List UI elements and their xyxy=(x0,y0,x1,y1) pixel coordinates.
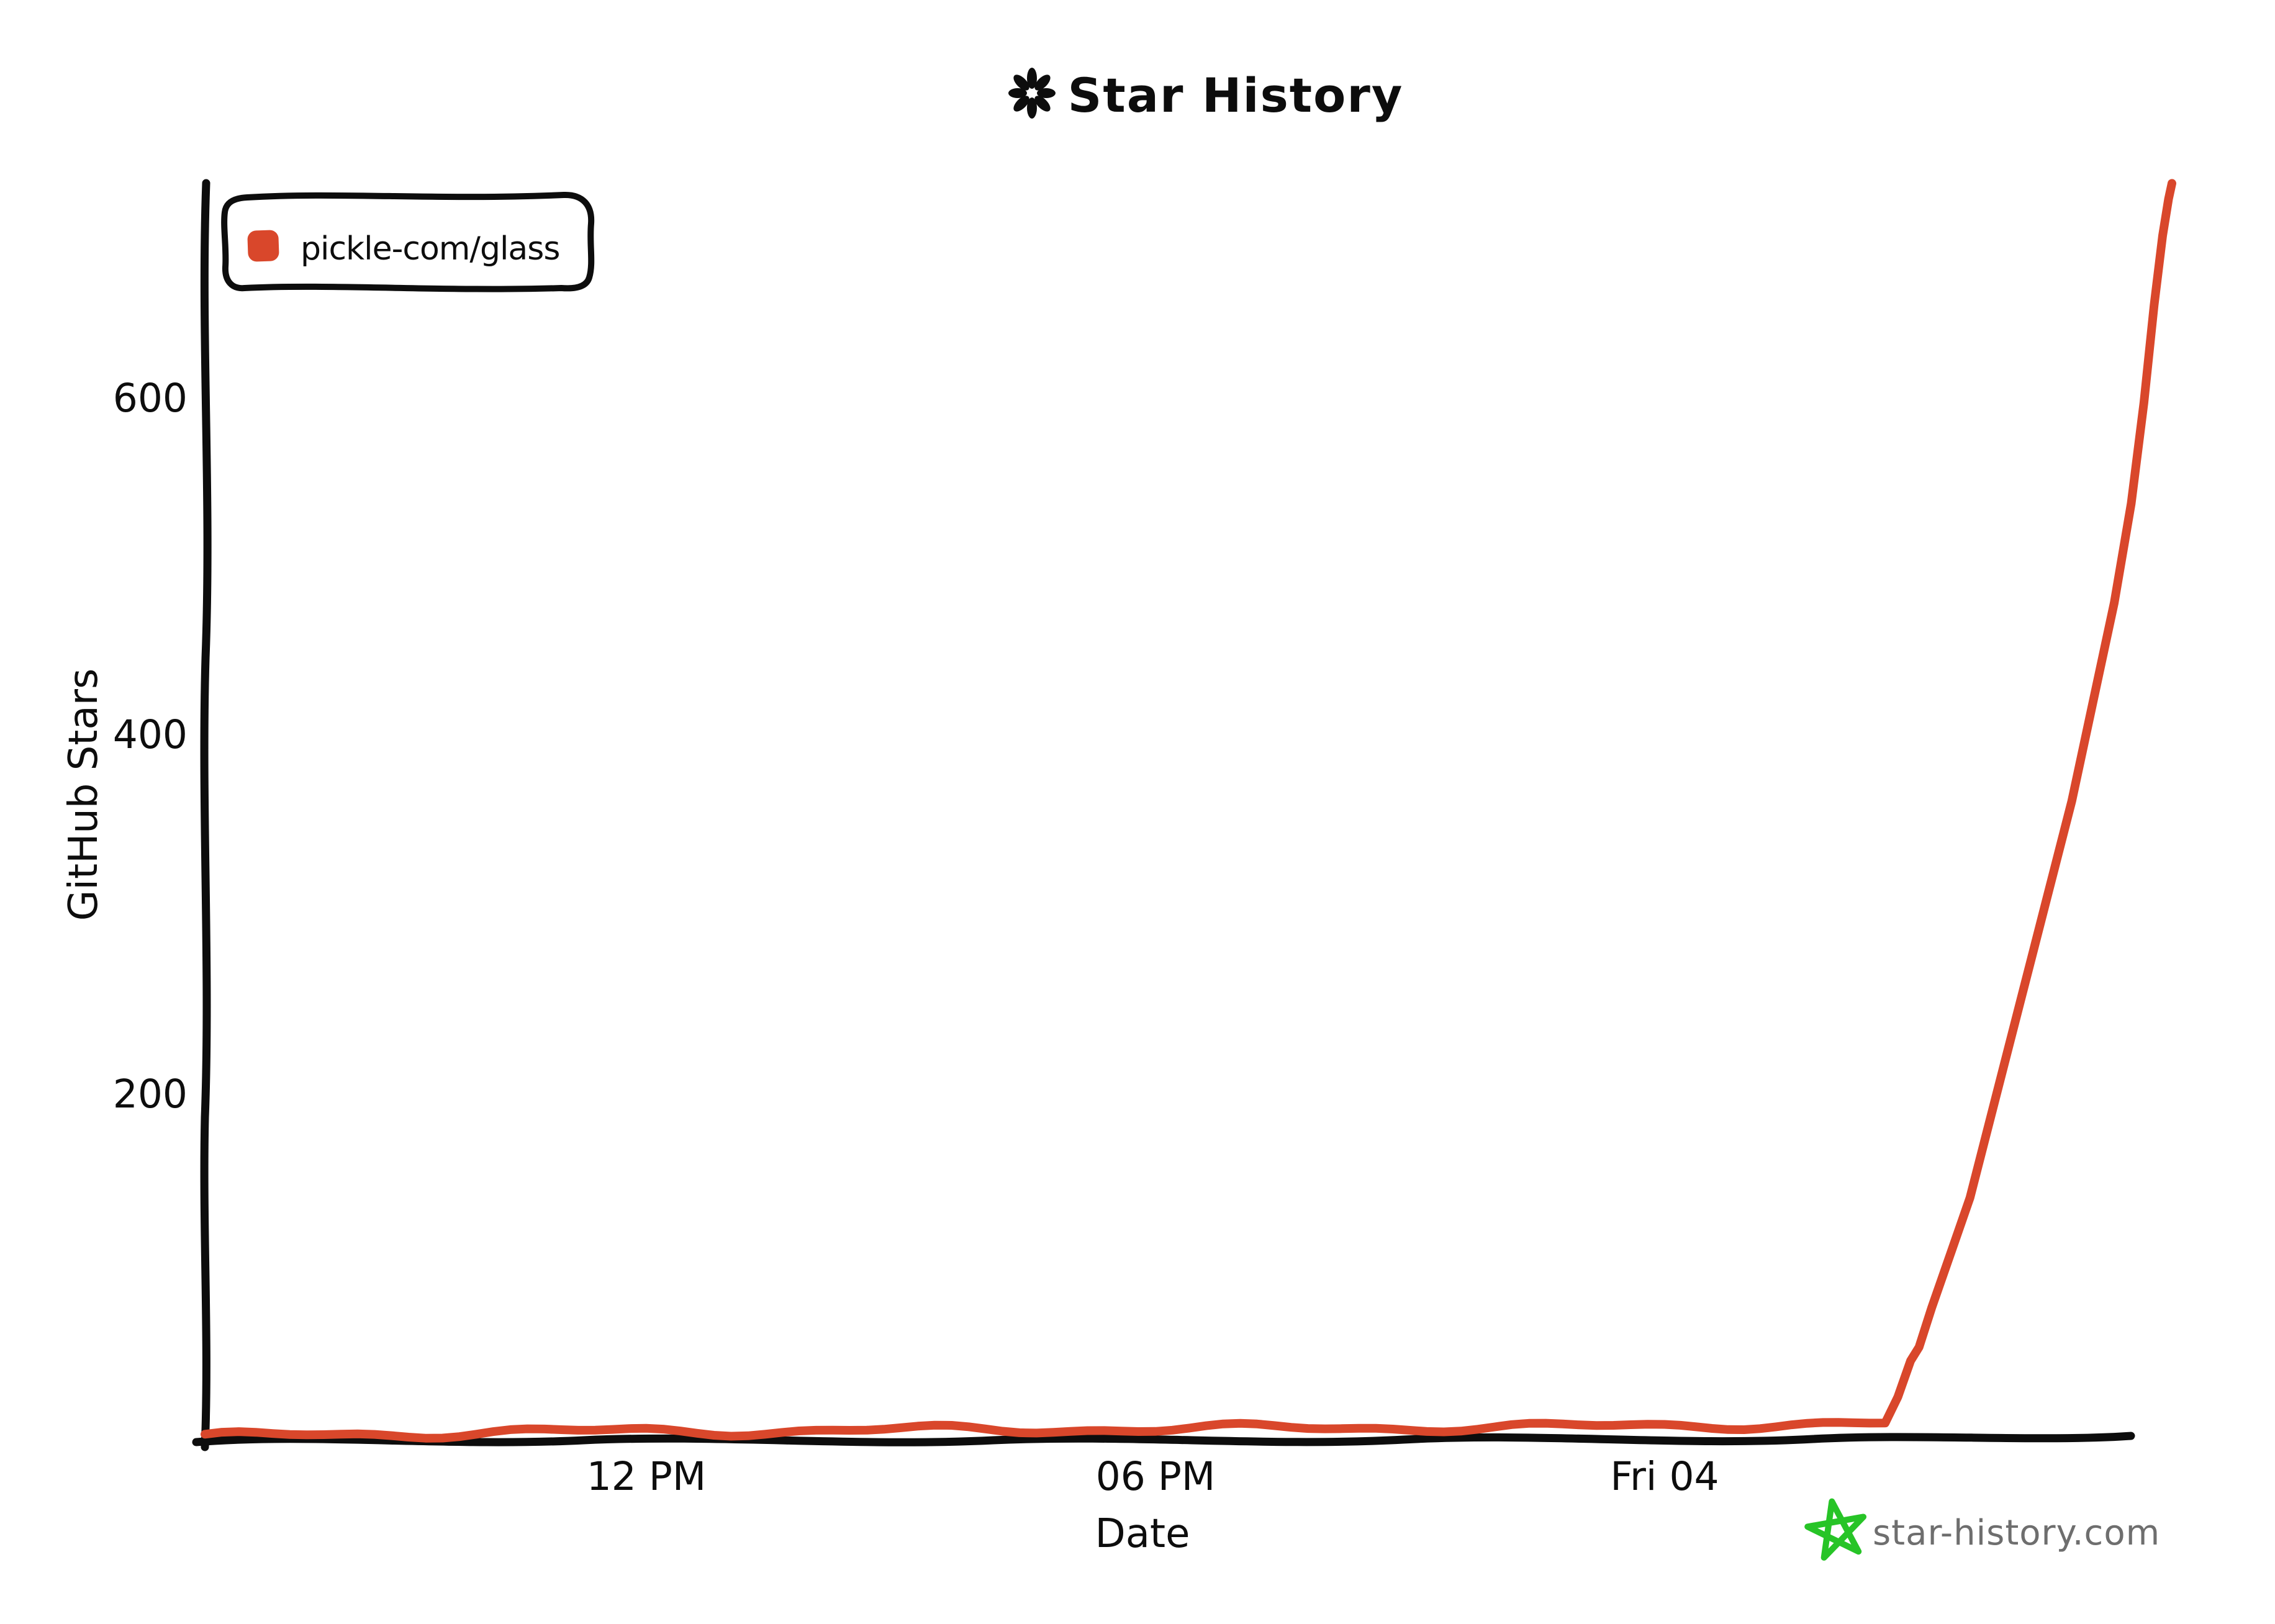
legend-box xyxy=(221,191,595,292)
watermark: star-history.com xyxy=(1804,1498,2160,1561)
legend-swatch-pickle-com-glass xyxy=(247,230,279,262)
star-history-star-icon xyxy=(1804,1498,1867,1561)
legend: pickle-com/glass xyxy=(221,191,595,292)
y-tick-200: 200 xyxy=(113,1071,188,1117)
x-tick-12pm: 12 PM xyxy=(587,1454,707,1499)
watermark-text: star-history.com xyxy=(1873,1513,2160,1553)
series-line-pickle-com-glass xyxy=(201,179,2176,1443)
y-axis-title: GitHub Stars xyxy=(61,669,107,921)
y-axis: 600 400 200 GitHub Stars xyxy=(61,179,212,1451)
chart-title-group: Star History xyxy=(1008,68,1404,123)
x-tick-06pm: 06 PM xyxy=(1096,1454,1216,1499)
y-axis-line xyxy=(200,179,212,1451)
x-axis: 12 PM 06 PM Fri 04 Date xyxy=(192,1432,2135,1557)
x-tick-fri04: Fri 04 xyxy=(1610,1454,1719,1499)
page-title: Star History xyxy=(1068,68,1404,123)
y-tick-400: 400 xyxy=(113,712,188,757)
x-axis-title: Date xyxy=(1095,1511,1190,1557)
x-axis-line xyxy=(192,1432,2135,1446)
y-tick-600: 600 xyxy=(113,376,188,421)
legend-label-pickle-com-glass: pickle-com/glass xyxy=(301,230,559,268)
asterisk-icon xyxy=(1008,68,1056,119)
